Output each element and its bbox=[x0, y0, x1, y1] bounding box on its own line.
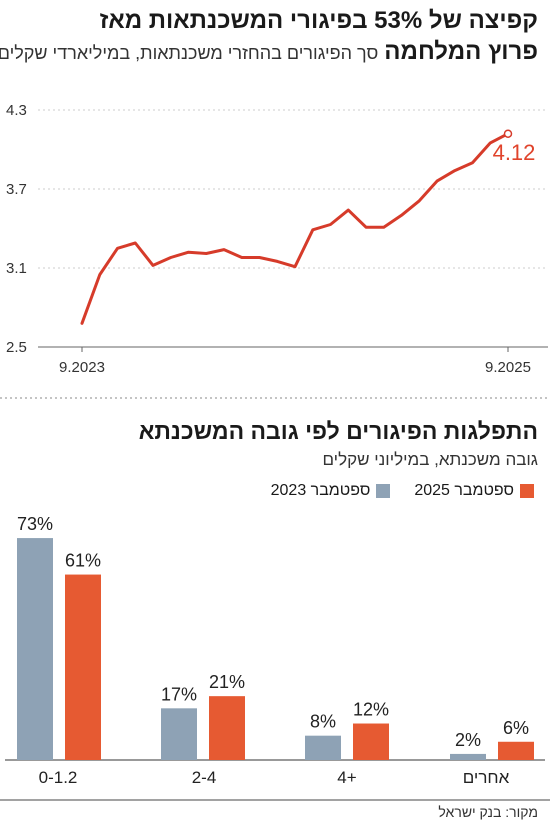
category-label: 0-1.2 bbox=[39, 768, 78, 787]
y-tick-label: 2.5 bbox=[6, 339, 27, 356]
legend-label-2023: ספטמבר 2023 bbox=[270, 482, 371, 499]
line-chart: 2.5 3.1 3.7 4.3 9.2023 9.2025 4.12 bbox=[6, 102, 548, 376]
category-label: 4+ bbox=[337, 768, 356, 787]
bar-2025 bbox=[498, 741, 534, 760]
bar-2023 bbox=[161, 708, 197, 760]
end-value-label: 4.12 bbox=[493, 140, 536, 165]
series-line bbox=[80, 132, 510, 325]
bar-label-2023: 17% bbox=[161, 684, 197, 704]
legend-swatch-2025 bbox=[520, 484, 534, 498]
bar-2025 bbox=[209, 696, 245, 760]
section2-title: התפלגות הפיגורים לפי גובה המשכנתא bbox=[138, 418, 538, 444]
chart-subtitle: סך הפיגורים בהחזרי משכנתאות, במיליארדי ש… bbox=[0, 43, 379, 63]
category-label: 2-4 bbox=[192, 768, 217, 787]
bar-2023 bbox=[17, 538, 53, 760]
title-bold-part: פרוץ המלחמה bbox=[384, 38, 538, 65]
bar-2023 bbox=[450, 753, 486, 760]
bar-label-2023: 73% bbox=[17, 514, 53, 534]
x-tick-label-start: 9.2023 bbox=[59, 359, 105, 376]
chart-title: קפיצה של 53% בפיגורי המשכנתאות מאז bbox=[99, 7, 538, 34]
y-tick-label: 4.3 bbox=[6, 102, 27, 119]
legend-label-2025: ספטמבר 2025 bbox=[414, 482, 514, 499]
bar-2025 bbox=[65, 574, 101, 760]
bar-2023 bbox=[305, 735, 341, 760]
bar-chart: 73% 61% 0-1.2 17% 21% 2-4 8% 12% 4+ 2% 6% אחרים bbox=[5, 514, 545, 787]
x-tick-label-end: 9.2025 bbox=[485, 359, 531, 376]
source-note: מקור: בנק ישראל bbox=[438, 804, 538, 820]
y-tick-label: 3.1 bbox=[6, 260, 27, 277]
section2-subtitle: גובה משכנתא, במיליוני שקלים bbox=[322, 450, 538, 469]
bar-2025 bbox=[353, 723, 389, 760]
category-label: אחרים bbox=[463, 768, 510, 787]
chart-title-line2: פרוץ המלחמהסך הפיגורים בהחזרי משכנתאות, … bbox=[0, 38, 538, 66]
y-tick-label: 3.7 bbox=[6, 181, 27, 198]
legend: ספטמבר 2025 ספטמבר 2023 bbox=[271, 482, 534, 500]
legend-swatch-2023 bbox=[376, 484, 391, 498]
bar-label-2025: 12% bbox=[353, 700, 389, 720]
end-point bbox=[503, 129, 513, 138]
legend-item-2025: ספטמבר 2025 bbox=[414, 482, 534, 500]
bar-label-2023: 2% bbox=[455, 730, 481, 750]
legend-item-2023: ספטמבר 2023 bbox=[271, 482, 391, 500]
bar-label-2025: 61% bbox=[65, 551, 101, 571]
bar-label-2025: 21% bbox=[209, 672, 245, 692]
bar-label-2025: 6% bbox=[503, 718, 529, 738]
bar-label-2023: 8% bbox=[310, 712, 336, 732]
